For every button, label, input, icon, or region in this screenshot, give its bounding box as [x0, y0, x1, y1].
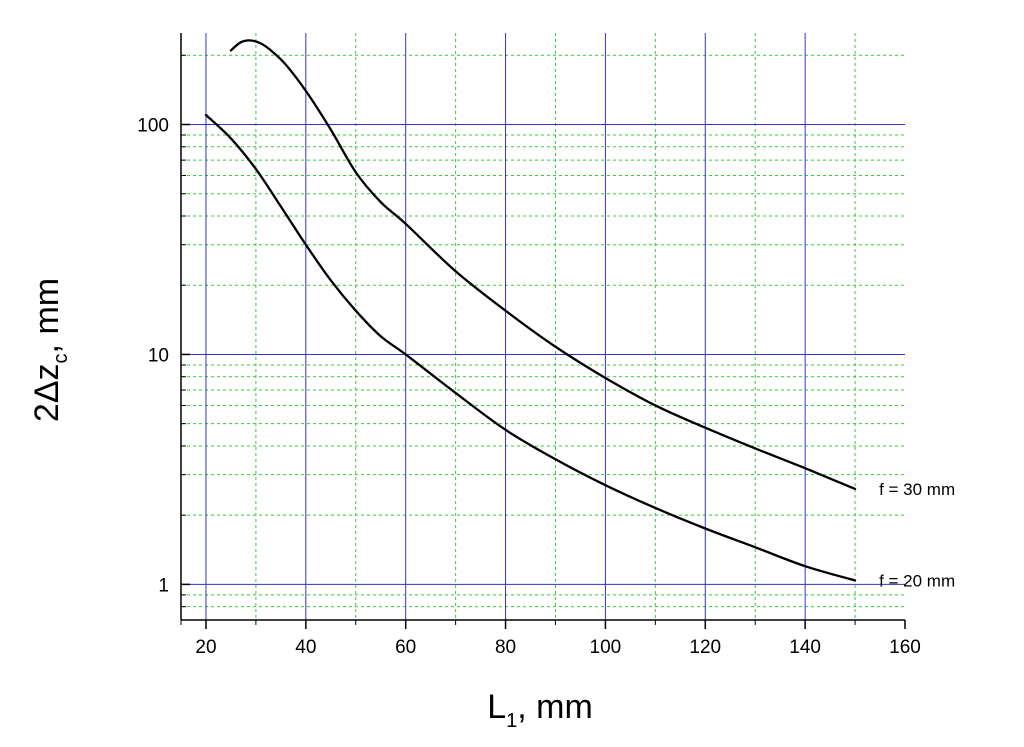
series-line-1: [229, 39, 857, 491]
series-label-1: f = 30 mm: [879, 480, 955, 499]
series-line-2: [204, 113, 857, 582]
series-label-2: f = 20 mm: [879, 571, 955, 590]
x-tick-label: 160: [889, 637, 921, 658]
x-tick-label: 40: [295, 637, 316, 658]
grid-minor: [181, 33, 905, 621]
series-group: [204, 39, 857, 582]
grid-major: [181, 33, 905, 620]
axes: [180, 33, 905, 621]
y-tick-label: 100: [137, 116, 169, 137]
x-tick-label: 120: [689, 637, 721, 658]
y-axis-title: 2Δzc, mm: [28, 278, 72, 422]
y-tick-label: 1: [158, 575, 169, 596]
labels: 1 10 100 20 40 60 80 100 120 140 160 f = 30 mm f = 2…: [137, 116, 955, 658]
x-tick-label: 80: [495, 637, 516, 658]
x-tick-label: 140: [789, 637, 821, 658]
x-tick-label: 60: [395, 637, 416, 658]
ticks: [180, 54, 906, 629]
x-tick-label: 100: [590, 637, 622, 658]
x-tick-label: 20: [195, 637, 216, 658]
y-tick-label: 10: [148, 345, 169, 366]
x-axis-title: L1, mm: [487, 688, 593, 732]
